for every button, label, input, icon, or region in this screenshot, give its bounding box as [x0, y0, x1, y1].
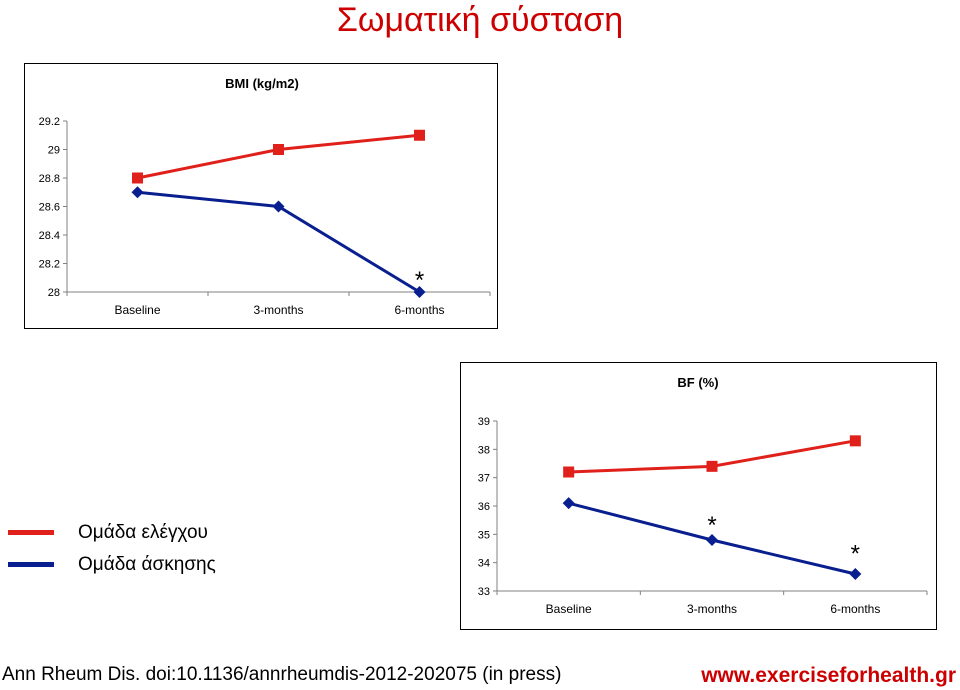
legend-item-exercise: Ομάδα άσκησης	[8, 552, 268, 584]
y-tick-label: 29	[48, 145, 60, 157]
legend-item-control: Ομάδα ελέγχου	[8, 520, 268, 552]
y-tick-label: 28.6	[39, 202, 60, 214]
x-tick-label: 3-months	[253, 303, 303, 317]
page-title: Σωματική σύσταση	[336, 1, 624, 39]
data-point-square	[563, 466, 575, 478]
data-point-square	[849, 435, 861, 447]
legend: Ομάδα ελέγχου Ομάδα άσκησης	[8, 520, 268, 584]
y-tick-label: 33	[478, 586, 490, 598]
x-tick-label: Baseline	[114, 303, 160, 317]
bmi-chart: BMI (kg/m2) 28 28.2 28.4 28.6 28.8 29 29.2 Basel…	[24, 63, 498, 329]
y-tick-label: 28.4	[39, 230, 60, 242]
data-point-square	[414, 129, 425, 141]
series-line-0	[137, 133, 420, 180]
bmi-chart-svg: BMI (kg/m2) 28 28.2 28.4 28.6 28.8 29 29.2 Basel…	[39, 76, 491, 317]
significance-asterisk: *	[851, 540, 860, 567]
y-tick-label: 37	[478, 473, 490, 485]
data-point-square	[706, 460, 718, 472]
y-tick-label: 38	[478, 444, 490, 456]
x-tick-label: 6-months	[394, 303, 444, 317]
y-tick-label: 34	[478, 558, 490, 570]
data-point-diamond	[413, 286, 426, 298]
y-tick-label: 28.2	[39, 259, 60, 271]
y-tick-label: 36	[478, 501, 490, 513]
footer-citation: Ann Rheum Dis. doi:10.1136/annrheumdis-2…	[2, 664, 562, 685]
data-point-diamond	[272, 200, 285, 213]
y-tick-label: 29.2	[39, 116, 60, 128]
data-point-diamond	[706, 534, 718, 546]
significance-asterisk: *	[415, 267, 424, 294]
y-tick-label: 39	[478, 416, 490, 428]
y-tick-label: 28.8	[39, 173, 60, 185]
chart-title: BMI (kg/m2)	[225, 76, 299, 91]
legend-swatch-control	[8, 530, 54, 535]
bf-chart-svg: BF (%) 33 34 35 36 37 38 39 Baseline 3-months 6-mo…	[478, 375, 928, 616]
footer-url[interactable]: www.exerciseforhealth.gr	[701, 664, 956, 687]
y-tick-label: 35	[478, 529, 490, 541]
legend-label-control: Ομάδα ελέγχου	[78, 522, 208, 543]
x-tick-label: 3-months	[687, 602, 737, 616]
legend-label-exercise: Ομάδα άσκησης	[78, 554, 216, 575]
x-tick-label: 6-months	[830, 602, 880, 616]
legend-swatch-exercise	[8, 562, 54, 567]
data-point-diamond	[849, 568, 862, 580]
data-point-square	[132, 172, 143, 184]
significance-asterisk: *	[707, 512, 716, 539]
data-point-diamond	[131, 186, 144, 199]
data-point-square	[273, 144, 284, 155]
bf-chart: BF (%) 33 34 35 36 37 38 39 Baseline 3-months 6-mo…	[460, 362, 937, 630]
x-tick-label: Baseline	[546, 602, 592, 616]
y-tick-label: 28	[48, 287, 60, 299]
data-point-diamond	[562, 497, 575, 510]
chart-title: BF (%)	[677, 375, 718, 390]
